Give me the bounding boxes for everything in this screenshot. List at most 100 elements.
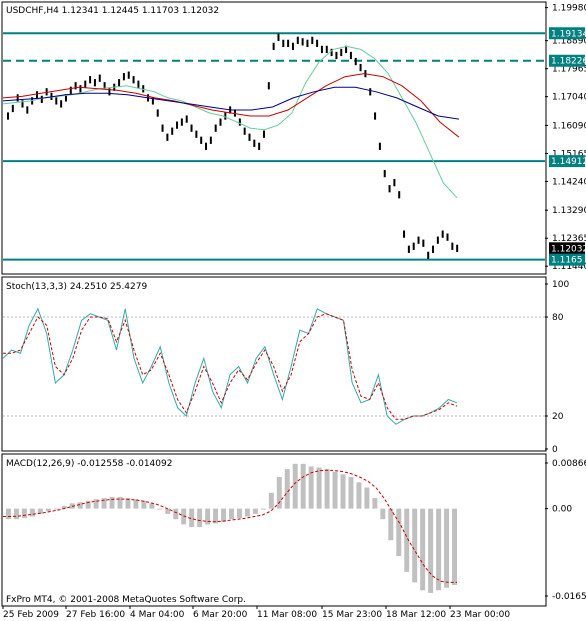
macd-histogram-bar: [244, 508, 250, 517]
macd-histogram-bar: [388, 508, 394, 541]
macd-histogram-bar: [292, 463, 298, 509]
price-series: [2, 33, 460, 259]
stoch-ytick-label: 20: [552, 412, 564, 422]
macd-histogram-bar: [284, 469, 290, 509]
stoch-line: [2, 307, 458, 425]
price-ytick-label: 1.16090: [552, 121, 586, 131]
price-ma-line: [2, 86, 460, 120]
macd-histogram-bar: [77, 502, 83, 509]
macd-histogram-bar: [21, 508, 27, 519]
macd-histogram-bar: [364, 487, 370, 509]
price-level-label-bg: [549, 253, 585, 266]
macd-histogram-bar: [412, 508, 418, 583]
macd-histogram-bar: [229, 508, 234, 520]
stoch-panel-title: Stoch(13,3,3) 24.2510 25.4279: [6, 282, 147, 292]
macd-histogram-bar: [308, 466, 314, 509]
macd-histogram-bar: [276, 477, 282, 509]
macd-signal-line: [3, 469, 457, 583]
macd-histogram-bar: [260, 508, 266, 510]
macd-panel-frame: [1, 453, 547, 607]
macd-histogram-bar: [197, 508, 203, 528]
price-ytick-label: 1.12365: [552, 234, 586, 244]
macd-histogram-bar: [37, 508, 43, 514]
macd-histogram-bar: [165, 508, 171, 514]
macd-histogram-bar: [444, 508, 450, 588]
macd-histogram-bar: [340, 474, 346, 509]
macd-histogram-bar: [316, 467, 322, 509]
stoch-ytick-label: 100: [552, 280, 569, 290]
price-ytick-label: 1.19980: [552, 4, 586, 14]
price-level-label-bg: [549, 27, 585, 40]
macd-histogram-bar: [141, 500, 147, 509]
macd-histogram-bar: [13, 508, 19, 520]
macd-histogram-bar: [268, 492, 274, 509]
macd-histogram-bar: [93, 499, 99, 509]
macd-histogram-bar: [252, 508, 258, 514]
macd-histogram-bar: [61, 505, 67, 509]
macd-ytick-label: 0.00866: [552, 459, 586, 469]
macd-histogram-bar: [85, 500, 91, 509]
x-tick-label: 4 Mar 04:00: [130, 610, 185, 620]
macd-histogram-bar: [404, 508, 410, 572]
x-tick-label: 23 Mar 00:00: [450, 610, 510, 620]
macd-histogram-bar: [149, 503, 155, 509]
macd-histogram-bar: [173, 508, 179, 520]
price-level-label: 1.14912: [551, 157, 586, 167]
macd-histogram-bar: [109, 497, 115, 509]
x-tick-label: 11 Mar 08:00: [257, 610, 317, 620]
stoch-ytick-label: 0: [552, 445, 558, 455]
price-ytick-label: 1.15165: [552, 149, 586, 159]
price-level-label-bg: [549, 54, 585, 67]
macd-histogram-bar: [213, 508, 219, 524]
x-tick-label: 6 Mar 20:00: [193, 610, 248, 620]
price-panel-title: USDCHF,H4 1.12341 1.12445 1.11703 1.1203…: [6, 6, 219, 16]
macd-panel-title: MACD(12,26,9) -0.012558 -0.014092: [6, 459, 172, 469]
macd-histogram-bar: [29, 508, 35, 517]
price-level-label: 1.12032: [551, 244, 586, 254]
price-y-axis: 1.19980 1.18890 1.17965 1.17040 1.16090 1.151…: [545, 4, 586, 272]
price-ytick-label: 1.17040: [552, 93, 586, 103]
price-level-label-bg: [549, 242, 585, 255]
price-ytick-label: 1.17965: [552, 65, 586, 75]
macd-histogram-bar: [436, 508, 442, 591]
macd-histogram-bar: [236, 508, 242, 519]
stoch-series: [2, 307, 458, 425]
macd-histogram-bar: [6, 508, 11, 520]
price-ytick-label: 1.13290: [552, 206, 586, 216]
macd-histogram-bar: [189, 508, 195, 528]
price-ytick-label: 1.14240: [552, 177, 586, 187]
macd-histogram-bar: [452, 508, 457, 586]
macd-histogram-bar: [221, 508, 227, 522]
stoch-panel-frame: [1, 276, 547, 452]
macd-ytick-label: 0.00: [552, 505, 572, 515]
macd-ytick-label: -0.01658: [552, 592, 586, 602]
x-tick-label: 15 Mar 23:00: [322, 610, 382, 620]
price-markers[interactable]: 1.19134 1.18226 1.14912 1.12032 1.1165: [3, 27, 586, 266]
macd-histogram-bar: [348, 477, 354, 509]
x-tick-label: 18 Mar 12:00: [386, 610, 446, 620]
price-ma-line: [2, 45, 458, 199]
macd-histogram-bar: [324, 469, 330, 509]
price-level-label: 1.18226: [551, 57, 586, 67]
stoch-ytick-label: 80: [552, 313, 564, 323]
macd-histogram-bar: [53, 508, 59, 510]
macd-histogram-bar: [205, 508, 211, 525]
macd-histogram-bar: [45, 508, 51, 512]
macd-histogram-bar: [125, 498, 131, 509]
x-tick-label: 25 Feb 2009: [3, 610, 59, 620]
price-ytick-label: 1.11440: [552, 262, 586, 272]
macd-histogram-bar: [396, 508, 402, 557]
macd-histogram-bar: [420, 508, 426, 591]
x-tick-label: 27 Feb 16:00: [66, 610, 125, 620]
macd-histogram-bar: [372, 498, 378, 509]
price-level-label-bg: [549, 155, 585, 168]
macd-histogram-bar: [356, 482, 362, 509]
macd-histogram-bar: [101, 498, 107, 509]
x-axis: 25 Feb 2009 27 Feb 16:00 4 Mar 04:00 6 Mar …: [2, 606, 510, 620]
macd-y-axis: 0.00866 0.00 -0.01658: [545, 459, 586, 602]
price-level-label: 1.19134: [551, 29, 586, 39]
macd-histogram-bar: [428, 508, 434, 593]
macd-series: [3, 463, 457, 593]
macd-histogram-bar: [133, 499, 139, 509]
